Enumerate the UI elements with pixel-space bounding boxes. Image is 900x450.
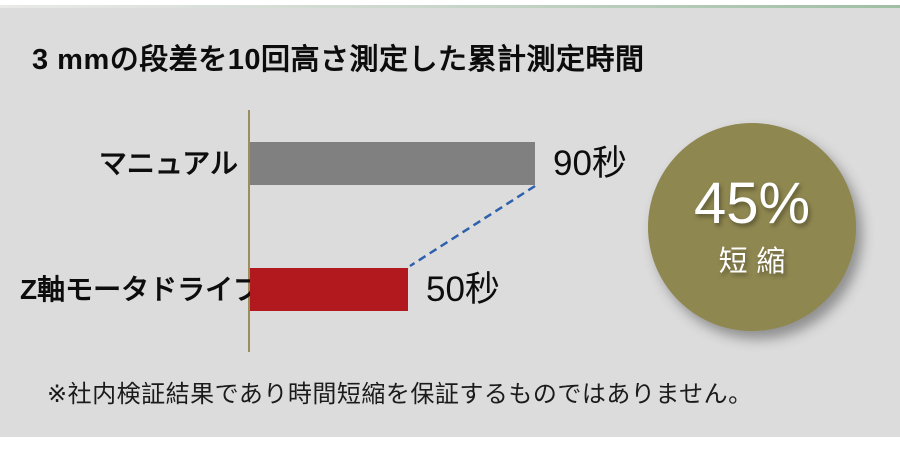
chart-title: 3 mmの段差を10回高さ測定した累計測定時間 [32, 44, 645, 76]
footnote-disclaimer: ※社内検証結果であり時間短縮を保証するものではありません。 [47, 381, 753, 408]
y-axis-line [248, 110, 250, 352]
bar-value-manual: 90秒 [553, 144, 627, 183]
badge-percent-value: 45% [693, 170, 811, 236]
badge-reduction-label: 短縮 [718, 246, 795, 279]
top-accent-line [0, 5, 900, 8]
reduction-badge: 45% 短縮 [648, 123, 856, 331]
bar-z-axis-motor-drive [250, 268, 408, 311]
bar-label-manual: マニュアル [98, 148, 238, 179]
bar-value-z-axis-motor-drive: 50秒 [426, 270, 500, 309]
bar-label-z-axis-motor-drive: Z軸モータドライブ [20, 274, 262, 305]
bar-manual [250, 142, 535, 185]
